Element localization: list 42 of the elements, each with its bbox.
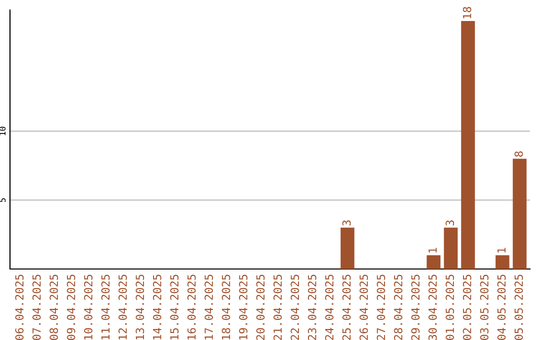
bar	[461, 21, 475, 269]
data-label: 3	[446, 220, 454, 226]
data-label: 1	[428, 248, 437, 252]
x-tick-label: 15.04.2025	[170, 274, 179, 340]
x-tick-label: 24.04.2025	[325, 274, 334, 340]
x-tick-label: 14.04.2025	[152, 274, 162, 340]
data-label: 18	[462, 6, 472, 18]
x-tick-label: 02.05.2025	[462, 274, 472, 340]
x-tick-label: 10.04.2025	[84, 274, 92, 340]
data-label: 1	[497, 248, 506, 252]
bar	[512, 158, 527, 269]
x-tick-label: 18.04.2025	[222, 274, 230, 340]
bar	[426, 255, 440, 269]
x-tick-label: 30.04.2025	[428, 274, 437, 340]
x-tick-label: 16.04.2025	[187, 274, 196, 340]
x-tick-label: 20.04.2025	[256, 274, 265, 340]
x-tick-label: 03.05.2025	[480, 274, 488, 340]
x-tick-label: 06.04.2025	[15, 274, 24, 340]
x-tick-label: 21.04.2025	[273, 274, 282, 340]
x-tick-label: 29.04.2025	[411, 274, 420, 340]
x-tick-label: 13.04.2025	[136, 274, 144, 340]
x-tick-label: 22.04.2025	[290, 274, 300, 340]
x-tick-label: 01.05.2025	[446, 274, 454, 340]
x-tick-label: 23.04.2025	[308, 274, 316, 340]
x-tick-label: 26.04.2025	[360, 274, 368, 340]
data-label: 8	[514, 151, 523, 157]
bar	[340, 228, 354, 269]
bar	[444, 228, 458, 269]
x-tick-label: 27.04.2025	[376, 274, 386, 340]
x-tick-label: 17.04.2025	[204, 274, 213, 340]
x-tick-label: 11.04.2025	[101, 274, 110, 340]
bar	[496, 255, 510, 269]
x-tick-label: 28.04.2025	[394, 274, 402, 340]
x-tick-label: 05.05.2025	[514, 274, 523, 340]
x-tick-label: 08.04.2025	[50, 274, 58, 340]
x-tick-label: 12.04.2025	[118, 274, 127, 340]
x-tick-label: 04.05.2025	[497, 274, 506, 340]
x-tick-label: 09.04.2025	[66, 274, 76, 340]
x-tick-label: 25.04.2025	[342, 274, 351, 340]
data-label: 3	[342, 220, 351, 226]
x-tick-label: 19.04.2025	[239, 274, 248, 340]
x-tick-label: 07.04.2025	[32, 274, 41, 340]
